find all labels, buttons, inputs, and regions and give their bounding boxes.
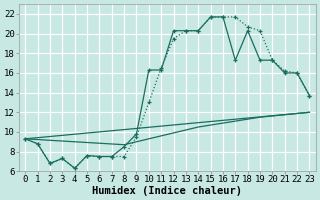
X-axis label: Humidex (Indice chaleur): Humidex (Indice chaleur) [92,186,242,196]
